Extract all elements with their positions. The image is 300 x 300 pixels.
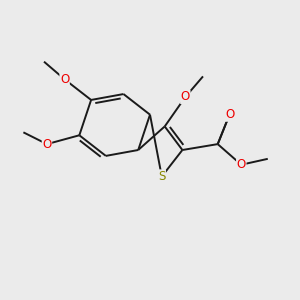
Text: S: S bbox=[158, 170, 166, 183]
Text: O: O bbox=[60, 73, 69, 86]
Text: O: O bbox=[181, 91, 190, 103]
Text: O: O bbox=[225, 108, 234, 121]
Text: O: O bbox=[42, 138, 52, 151]
Text: O: O bbox=[237, 158, 246, 171]
